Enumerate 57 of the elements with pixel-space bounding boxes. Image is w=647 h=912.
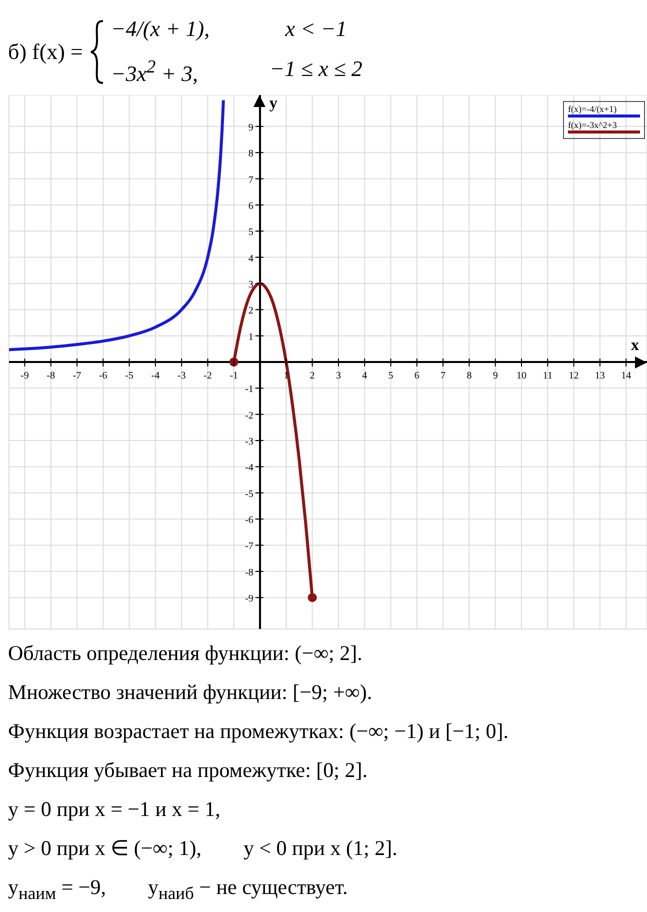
x-tick-label: -2 <box>204 370 212 382</box>
text: Множество значений функции: [−9; +∞). <box>8 680 372 704</box>
text: −3x$^{2}$ + 3, <box>110 56 198 86</box>
x-tick-label: -8 <box>46 370 56 382</box>
text: −4/(x + 1), <box>110 16 210 42</box>
x-tick-label: 13 <box>594 370 605 382</box>
y-tick-label: -7 <box>245 541 254 552</box>
x-tick-label: -4 <box>151 370 160 382</box>
text: y = 0 при x = −1 и x = 1, <box>8 797 220 821</box>
x-tick-label: -3 <box>177 370 186 382</box>
x-tick-label: 11 <box>542 370 552 382</box>
x-tick-label: 8 <box>466 370 472 382</box>
y-tick-label: 7 <box>248 174 254 186</box>
y-tick-label: -4 <box>245 462 254 474</box>
x-tick-label: 2 <box>310 370 315 382</box>
x-tick-label: 4 <box>362 370 368 382</box>
y-tick-label: -5 <box>245 488 254 500</box>
y-tick-label: -1 <box>245 384 254 396</box>
y-tick-label: 5 <box>248 227 254 238</box>
x-tick-label: 14 <box>621 370 632 382</box>
x-tick-label: -5 <box>125 370 134 382</box>
line-series <box>9 98 225 352</box>
chart-title: б) f(x) = <box>8 38 83 64</box>
x-axis-title: x <box>631 336 639 354</box>
y-tick-label: -8 <box>245 567 254 578</box>
x-tick-label: -9 <box>20 370 29 382</box>
y-tick-label: 3 <box>248 279 254 290</box>
x-tick-label: -7 <box>72 370 82 382</box>
text: f(x)=-4/(x+1) <box>568 104 618 114</box>
y-tick-label: -9 <box>245 594 254 605</box>
text: y > 0 при x ∈ (−∞; 1), y < 0 при x (1; 2]. <box>8 836 398 860</box>
x-tick-label: -1 <box>230 370 238 382</box>
x-tick-label: -6 <box>98 370 108 382</box>
y-tick-label: -3 <box>245 436 254 448</box>
x-tick-label: 6 <box>414 370 420 382</box>
x-tick-label: 9 <box>492 370 498 382</box>
text: Функция возрастает на промежутках: (−∞; −1) и [−1; 0]. <box>8 719 508 743</box>
text: x < −1 <box>285 16 347 42</box>
text: Область определения функции: (−∞; 2]. <box>8 641 362 665</box>
x-tick-label: 12 <box>568 370 579 382</box>
text: Функция убывает на промежутке: [0; 2]. <box>8 758 368 782</box>
y-tick-label: 2 <box>248 306 254 317</box>
y-tick-label: -2 <box>245 410 254 422</box>
text: f(x)=-3x^2+3 <box>568 120 618 130</box>
y-tick-label: 9 <box>248 122 254 134</box>
x-tick-label: 5 <box>388 370 394 382</box>
y-tick-label: -6 <box>245 515 254 526</box>
text: y$_{наим}$ = −9, y$_{наиб}$ − не существует. <box>8 875 348 904</box>
y-tick-label: 8 <box>248 148 254 160</box>
y-axis-title: y <box>269 95 278 113</box>
y-tick-label: 4 <box>248 253 254 264</box>
x-tick-label: 10 <box>516 370 526 382</box>
x-tick-label: 7 <box>440 370 446 382</box>
y-tick-label: 6 <box>248 200 254 212</box>
x-tick-label: 3 <box>336 370 341 382</box>
text: −1 ≤ x ≤ 2 <box>270 56 362 82</box>
y-tick-label: 1 <box>248 332 254 343</box>
